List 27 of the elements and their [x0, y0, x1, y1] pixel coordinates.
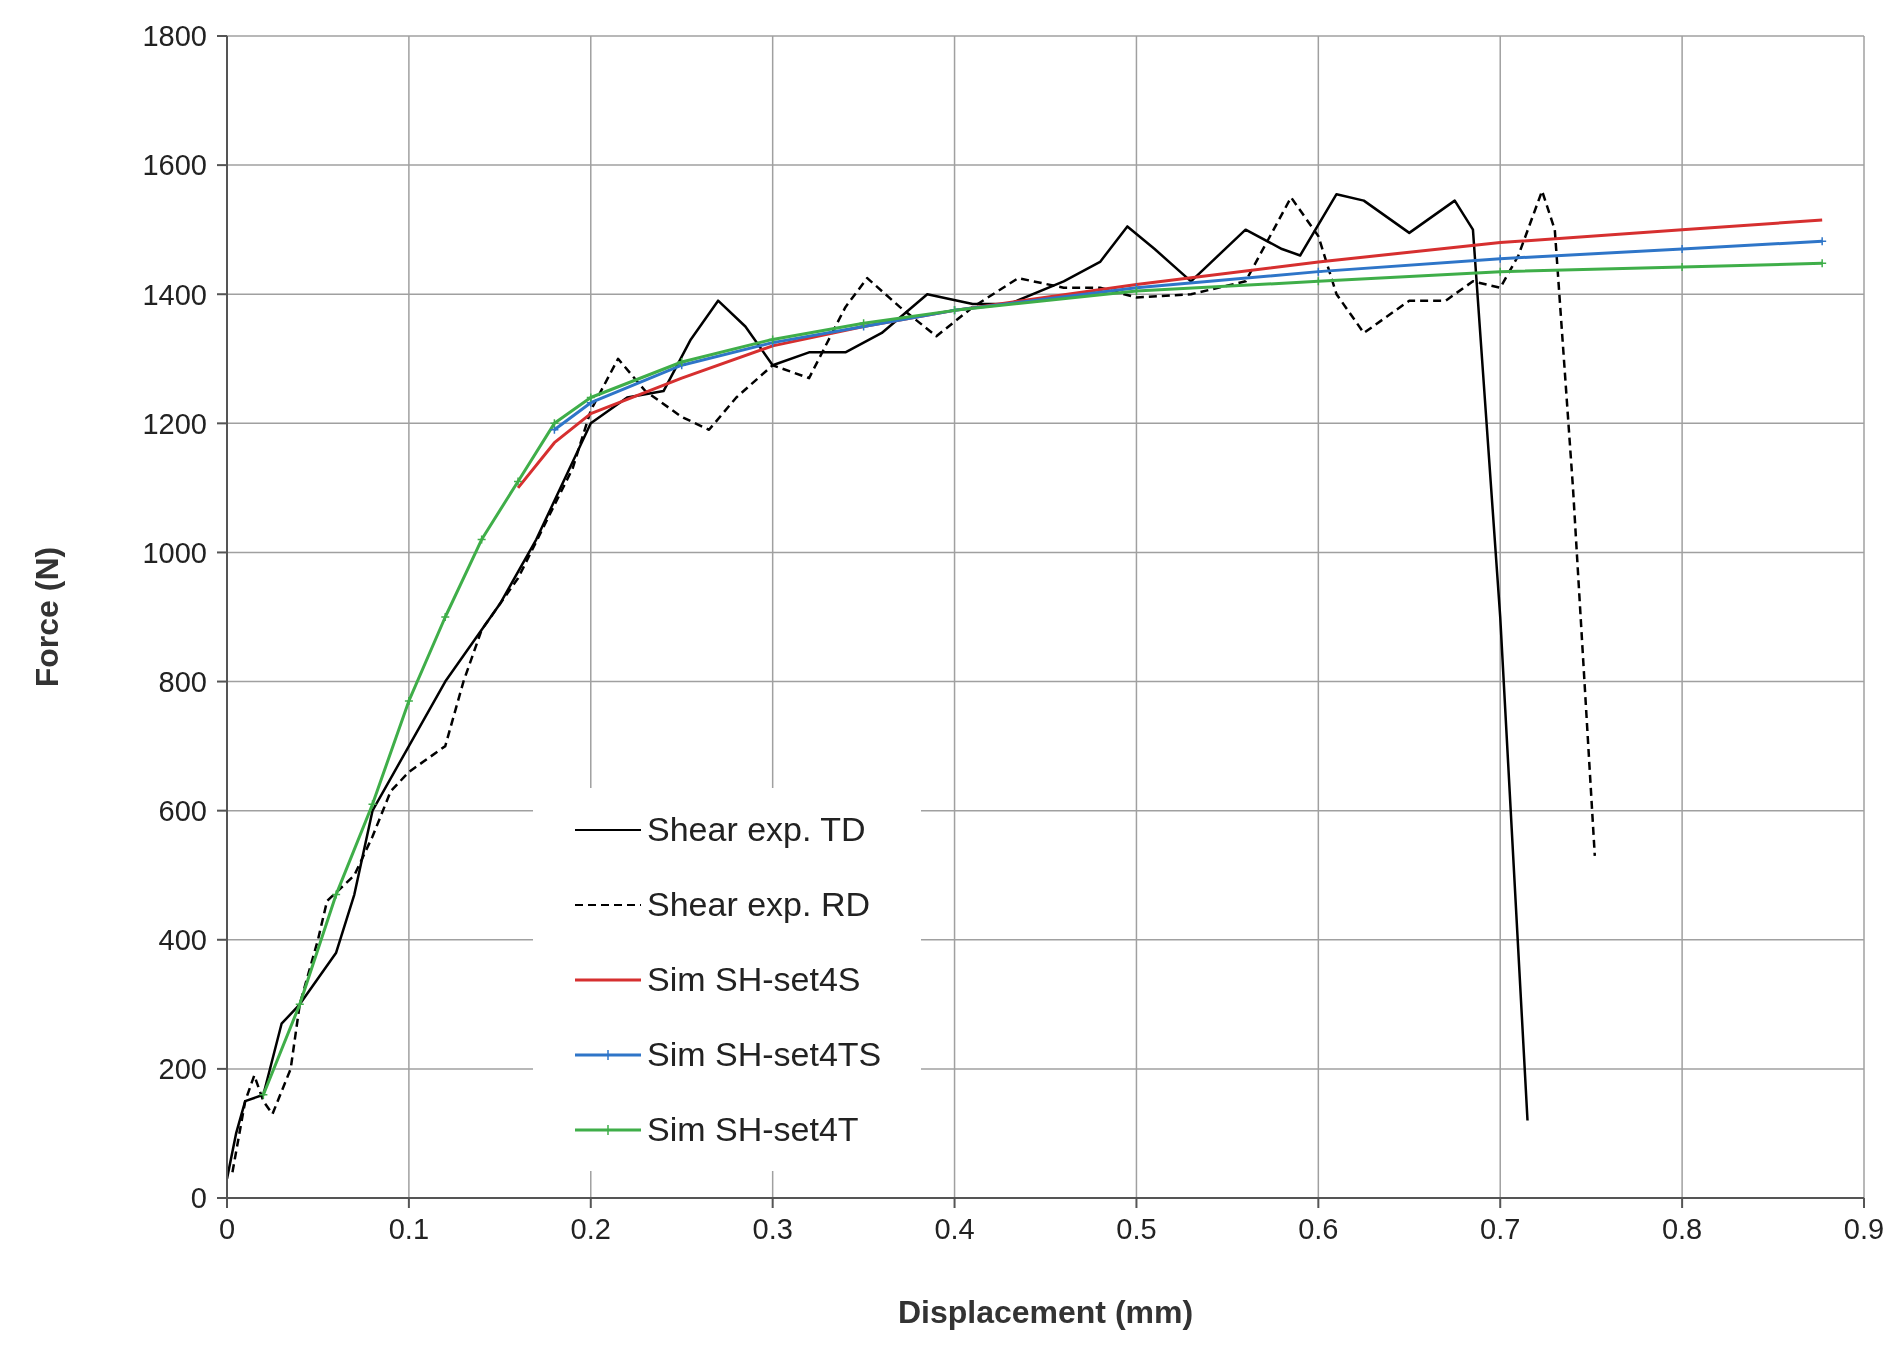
y-tick-label: 0: [190, 1182, 207, 1215]
y-axis-title: Force (N): [29, 546, 66, 688]
x-tick-label: 0.4: [934, 1212, 975, 1245]
x-tick-label: 0.6: [1298, 1212, 1339, 1245]
legend-label: Shear exp. RD: [647, 885, 870, 924]
x-tick-label: 0.5: [1116, 1212, 1157, 1245]
x-tick-label: 0: [218, 1212, 236, 1245]
x-tick-label: 0.2: [570, 1212, 611, 1245]
y-tick-label: 1600: [142, 149, 207, 182]
y-tick-label: 1200: [142, 407, 207, 440]
x-axis-title: Displacement (mm): [897, 1294, 1194, 1330]
x-tick-label: 0.7: [1480, 1212, 1521, 1245]
legend-label: Shear exp. TD: [647, 810, 866, 849]
x-tick-label: 0.8: [1661, 1212, 1703, 1245]
x-tick-label: 0.9: [1843, 1212, 1885, 1245]
y-tick-label: 1800: [142, 20, 207, 53]
x-tick-label: 0.1: [388, 1212, 430, 1245]
y-tick-label: 200: [158, 1053, 207, 1086]
y-tick-label: 1000: [142, 536, 207, 569]
legend-label: Sim SH-set4T: [647, 1110, 859, 1149]
legend-label: Sim SH-set4TS: [647, 1035, 882, 1074]
y-tick-label: 800: [158, 665, 207, 698]
legend-label: Sim SH-set4S: [647, 960, 861, 999]
y-tick-label: 400: [158, 924, 207, 957]
y-tick-label: 600: [158, 794, 207, 827]
x-tick-label: 0.3: [752, 1212, 793, 1245]
y-tick-label: 1400: [142, 278, 207, 311]
